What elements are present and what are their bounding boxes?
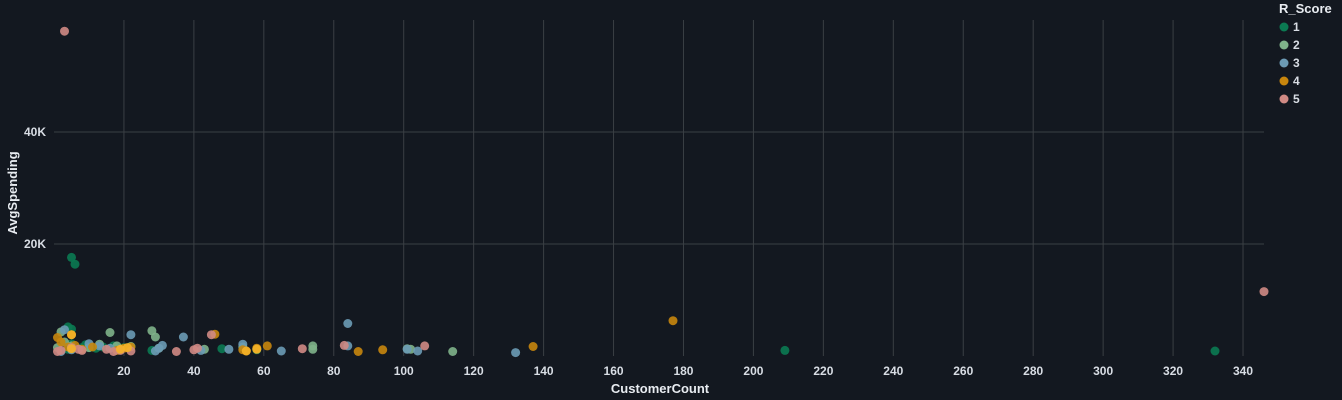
data-point bbox=[126, 330, 136, 340]
data-point bbox=[192, 343, 202, 353]
data-point bbox=[402, 344, 412, 354]
x-tick-label: 160 bbox=[604, 364, 624, 378]
legend-label: 3 bbox=[1293, 56, 1300, 70]
data-point bbox=[171, 347, 181, 356]
data-point bbox=[60, 26, 69, 36]
x-tick-label: 300 bbox=[1093, 364, 1113, 378]
y-tick-label: 20K bbox=[24, 237, 46, 251]
data-point bbox=[178, 332, 188, 342]
x-tick-label: 140 bbox=[534, 364, 554, 378]
data-point bbox=[122, 343, 132, 353]
legend-marker bbox=[1279, 94, 1289, 104]
data-point bbox=[1259, 287, 1269, 297]
legend-marker bbox=[1279, 40, 1289, 50]
x-axis-title: CustomerCount bbox=[611, 381, 710, 396]
x-tick-label: 220 bbox=[813, 364, 833, 378]
data-point bbox=[70, 259, 80, 269]
x-tick-label: 60 bbox=[257, 364, 271, 378]
series-extra bbox=[67, 330, 262, 356]
data-point bbox=[297, 344, 307, 354]
x-tick-label: 260 bbox=[953, 364, 973, 378]
data-point bbox=[77, 345, 87, 355]
data-point bbox=[1210, 346, 1220, 356]
data-point bbox=[67, 330, 76, 340]
data-point bbox=[115, 344, 125, 354]
data-point bbox=[378, 345, 388, 355]
data-point bbox=[95, 341, 104, 351]
data-point bbox=[60, 325, 69, 335]
data-point bbox=[157, 340, 167, 350]
legend-title: R_Score bbox=[1279, 1, 1332, 16]
data-point bbox=[420, 341, 430, 351]
data-point bbox=[67, 252, 76, 262]
data-point bbox=[56, 337, 66, 347]
x-tick-label: 100 bbox=[394, 364, 414, 378]
legend-marker bbox=[1279, 22, 1289, 32]
data-point bbox=[668, 316, 678, 326]
legend-marker bbox=[1279, 58, 1289, 68]
y-axis-title: AvgSpending bbox=[5, 151, 20, 234]
data-point bbox=[780, 345, 790, 355]
x-tick-label: 180 bbox=[673, 364, 693, 378]
y-tick-label: 40K bbox=[24, 125, 46, 139]
x-tick-label: 240 bbox=[883, 364, 903, 378]
data-point bbox=[150, 332, 160, 342]
x-tick-label: 80 bbox=[327, 364, 341, 378]
data-point bbox=[276, 346, 286, 356]
data-point bbox=[528, 342, 538, 351]
x-tick-label: 340 bbox=[1233, 364, 1253, 378]
data-points bbox=[53, 26, 1269, 358]
data-point bbox=[241, 346, 251, 356]
legend-label: 4 bbox=[1293, 74, 1300, 88]
x-tick-label: 20 bbox=[117, 364, 131, 378]
data-point bbox=[224, 344, 234, 354]
data-point bbox=[448, 347, 458, 356]
data-point bbox=[56, 345, 66, 355]
series-1 bbox=[63, 252, 1220, 356]
legend-label: 5 bbox=[1293, 92, 1300, 106]
data-point bbox=[88, 342, 97, 352]
data-point bbox=[339, 340, 349, 350]
data-point bbox=[102, 344, 111, 354]
data-point bbox=[511, 348, 521, 358]
legend-label: 1 bbox=[1293, 20, 1300, 34]
data-point bbox=[109, 347, 118, 356]
x-tick-label: 280 bbox=[1023, 364, 1043, 378]
legend-marker bbox=[1279, 76, 1289, 86]
data-point bbox=[105, 328, 115, 337]
grid-lines bbox=[54, 20, 1264, 356]
data-point bbox=[353, 347, 363, 356]
data-point bbox=[252, 344, 262, 354]
data-point bbox=[343, 319, 353, 328]
x-tick-label: 320 bbox=[1163, 364, 1183, 378]
data-point bbox=[413, 346, 423, 356]
data-point bbox=[262, 341, 272, 351]
data-point bbox=[217, 344, 227, 354]
data-point bbox=[67, 344, 76, 354]
series-4 bbox=[53, 316, 678, 356]
x-tick-label: 120 bbox=[464, 364, 484, 378]
x-tick-label: 40 bbox=[187, 364, 201, 378]
data-point bbox=[206, 330, 216, 340]
x-tick-label: 200 bbox=[743, 364, 763, 378]
legend-label: 2 bbox=[1293, 38, 1300, 52]
series-5 bbox=[53, 26, 1269, 356]
axis-tick-labels: 20 40 60 80 100 120 140 160 180 200 220 240 260 280 30… bbox=[24, 125, 1253, 378]
data-point bbox=[308, 341, 318, 351]
legend: R_Score 1 2 3 4 5 bbox=[1279, 1, 1332, 106]
